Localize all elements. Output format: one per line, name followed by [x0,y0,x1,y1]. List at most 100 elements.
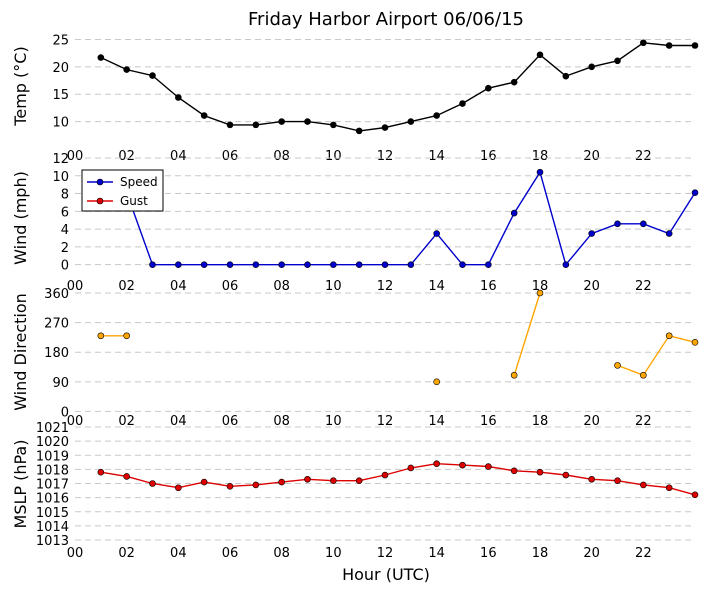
mslp-y-tick-label: 1016 [36,492,69,507]
mslp-x-tick-label: 02 [118,546,135,561]
direction-y-tick-label: 90 [52,376,69,391]
legend-swatch-marker [96,197,104,205]
wind-data-point [485,261,492,268]
wind-x-tick-label: 20 [583,279,600,294]
mslp-data-point [97,468,105,476]
wind-data-point [536,168,544,176]
mslp-data-point [510,467,518,475]
wind-x-tick-label: 14 [428,279,445,294]
wind-x-tick-label: 02 [118,279,135,294]
wind-y-axis-label: Wind (mph) [11,171,30,265]
x-axis-label: Hour (UTC) [342,565,430,584]
temp-x-tick-label: 20 [583,149,600,164]
temp-data-point [536,51,544,59]
temp-data-point [278,118,285,125]
wind-data-point [562,261,570,268]
direction-x-tick-label: 04 [170,414,187,429]
wind-x-tick-label: 12 [377,279,394,294]
direction-x-tick-label: 02 [118,414,135,429]
temp-x-tick-label: 12 [377,149,394,164]
temp-data-point [226,121,234,129]
temp-data-point [304,118,311,125]
direction-data-point [510,371,518,379]
mslp-data-point [200,478,208,486]
temp-y-tick-label: 15 [52,88,69,103]
temp-x-tick-label: 22 [635,149,652,164]
wind-data-point [691,189,699,196]
mslp-data-point [485,463,492,470]
temp-data-point [381,124,389,131]
direction-y-tick-label: 180 [44,346,69,361]
mslp-y-tick-label: 1020 [36,435,69,450]
temp-data-point [123,66,130,73]
mslp-data-point [226,483,234,490]
legend-entry-label: Speed [120,175,158,189]
direction-x-tick-label: 20 [583,414,600,429]
temp-x-tick-label: 02 [118,149,135,164]
mslp-y-tick-label: 1018 [36,463,69,478]
mslp-y-tick-label: 1015 [36,506,69,521]
temp-data-point [355,127,363,135]
temp-data-point [407,118,415,125]
temp-data-point [459,100,466,107]
wind-x-tick-label: 16 [480,279,497,294]
wind-data-point [330,261,337,268]
wind-y-tick-label: 2 [61,241,69,256]
temp-data-point [330,121,337,129]
direction-data-point [97,332,105,340]
mslp-data-point [665,484,673,492]
temp-x-tick-label: 14 [428,149,445,164]
legend-entry-label: Gust [120,194,148,208]
direction-panel: 0 90 180 270 360 00 02 04 06 08 10 12 14 16 18 20 22 Wind… [11,287,699,429]
mslp-y-tick-label: 1019 [36,449,69,464]
wind-data-point [459,261,466,268]
temp-data-point [640,39,647,47]
wind-x-tick-label: 08 [273,279,290,294]
mslp-data-point [381,471,389,479]
wind-series-line [100,170,696,267]
temp-y-tick-label: 10 [52,116,69,131]
direction-x-tick-label: 14 [428,414,445,429]
mslp-data-point [588,475,595,483]
mslp-data-point [691,491,699,499]
wind-data-point [149,261,156,268]
mslp-y-axis-label: MSLP (hPa) [11,440,30,529]
direction-x-tick-label: 10 [325,414,342,429]
direction-x-tick-label: 22 [635,414,652,429]
wind-data-point [200,261,208,268]
wind-y-tick-label: 8 [61,188,69,203]
wind-data-point [510,209,518,217]
mslp-data-point [614,477,621,484]
temp-data-point [433,112,440,119]
direction-x-tick-label: 16 [480,414,497,429]
temp-data-point [485,84,492,92]
temp-y-tick-label: 25 [52,33,69,48]
temp-data-point [665,42,673,49]
mslp-data-point [562,471,570,479]
direction-x-tick-label: 12 [377,414,394,429]
wind-y-tick-label: 6 [61,205,69,220]
legend-box [81,169,164,212]
temp-x-tick-label: 00 [67,149,84,164]
direction-data-point [433,378,440,386]
wind-data-point [226,261,234,268]
temp-x-tick-label: 04 [170,149,187,164]
temp-series-line [100,42,695,132]
mslp-x-tick-label: 22 [635,546,652,561]
temp-x-tick-label: 06 [222,149,239,164]
mslp-data-point [149,480,156,487]
chart-title: Friday Harbor Airport 06/06/15 [248,9,524,30]
direction-x-tick-label: 18 [532,414,549,429]
temp-data-point [200,112,208,119]
temp-data-point [97,54,105,61]
wind-data-point [407,261,415,268]
mslp-data-point [459,461,466,469]
wind-data-point [588,230,595,237]
direction-y-tick-label: 0 [61,405,69,420]
wind-x-tick-label: 06 [222,279,239,294]
mslp-data-point [330,477,337,484]
wind-y-tick-label: 0 [61,259,69,274]
